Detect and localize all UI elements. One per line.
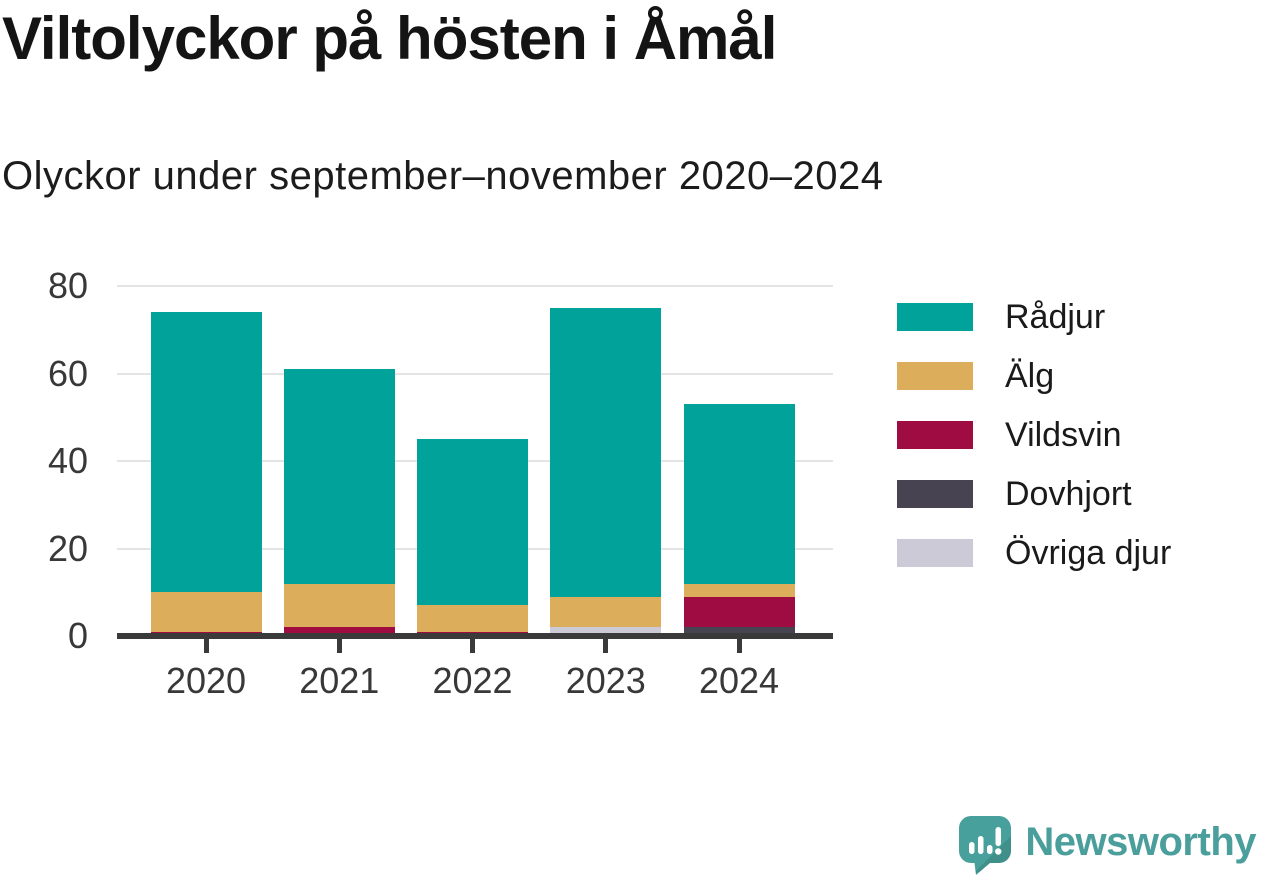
x-axis-label-2022: 2022 <box>432 660 513 701</box>
bar-segment-alg-2021 <box>283 583 395 628</box>
bar-2022 <box>417 439 528 636</box>
legend-label-alg: Älg <box>1005 357 1055 395</box>
x-axis-tick-2023 <box>603 639 609 653</box>
bar-segment-alg-2020 <box>150 592 262 632</box>
x-axis-label-2024: 2024 <box>698 660 780 701</box>
x-axis-label-2023: 2023 <box>565 660 646 701</box>
y-axis-label-80: 80 <box>47 265 88 306</box>
newsworthy-brand-name: Newsworthy <box>1025 820 1256 864</box>
legend-item-dovhjort: Dovhjort <box>897 475 1171 513</box>
legend-label-dovhjort: Dovhjort <box>1005 475 1132 513</box>
legend-item-ovriga-djur: Övriga djur <box>897 534 1172 572</box>
legend-item-alg: Älg <box>897 357 1171 395</box>
legend-item-radjur: Rådjur <box>897 298 1171 336</box>
legend-swatch-alg <box>897 362 973 390</box>
legend-item-vildsvin: Vildsvin <box>897 416 1171 454</box>
y-axis-label-60: 60 <box>47 352 88 394</box>
bar-segment-alg-2022 <box>417 605 528 632</box>
chart-subtitle: Olyckor under september–november 2020–20… <box>2 154 884 198</box>
chart-legend: Rådjur Älg Vildsvin Dovhjort Övriga djur <box>897 298 1172 598</box>
legend-label-ovriga-djur: Övriga djur <box>1005 534 1172 572</box>
bar-segment-dovhjort-2024 <box>683 627 795 636</box>
plot-area <box>117 285 833 636</box>
chart-title: Viltolyckor på hösten i Åmål <box>2 5 777 72</box>
x-axis-label-2020: 2020 <box>165 660 247 701</box>
bar-2021 <box>283 369 395 636</box>
y-axis-label-20: 20 <box>47 527 88 569</box>
legend-label-radjur: Rådjur <box>1005 298 1106 336</box>
bar-2024 <box>683 404 795 636</box>
x-axis-tick-2024 <box>736 639 742 653</box>
newsworthy-logo[interactable]: Newsworthy <box>959 816 1256 876</box>
gridline-80 <box>117 285 833 287</box>
gridline-60 <box>117 372 833 375</box>
bar-2023 <box>550 307 662 636</box>
x-axis-line <box>117 633 833 639</box>
x-axis-tick-2020 <box>203 639 209 653</box>
legend-label-vildsvin: Vildsvin <box>1005 416 1122 454</box>
bar-segment-radjur-2021 <box>283 369 395 584</box>
bar-segment-radjur-2023 <box>550 307 662 597</box>
bar-segment-radjur-2024 <box>683 404 795 584</box>
bar-2020 <box>150 312 262 636</box>
bar-segment-alg-2023 <box>550 596 662 628</box>
y-axis-label-0: 0 <box>67 615 88 656</box>
bar-segment-vildsvin-2024 <box>683 596 795 628</box>
legend-swatch-dovhjort <box>897 480 973 508</box>
bar-segment-ovriga-djur-2023 <box>550 627 662 636</box>
legend-swatch-radjur <box>897 303 973 331</box>
x-axis-tick-2021 <box>336 639 342 653</box>
bar-segment-alg-2024 <box>683 583 795 597</box>
x-axis-tick-2022 <box>470 639 475 653</box>
x-axis-label-2021: 2021 <box>299 660 380 701</box>
bar-segment-vildsvin-2021 <box>283 627 395 636</box>
newsworthy-chart-bubble-icon <box>959 816 1012 875</box>
legend-swatch-vildsvin <box>897 421 973 449</box>
y-axis-label-40: 40 <box>47 440 88 481</box>
bar-segment-radjur-2022 <box>417 439 528 606</box>
legend-swatch-ovriga-djur <box>897 539 973 567</box>
bar-segment-radjur-2020 <box>150 312 262 593</box>
